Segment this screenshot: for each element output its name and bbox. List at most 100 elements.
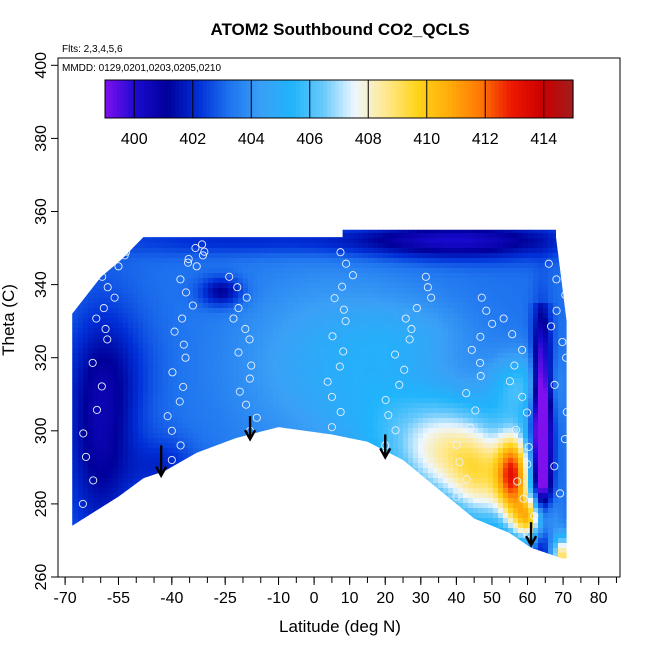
heatmap-cell	[338, 373, 344, 379]
heatmap-cell	[143, 258, 149, 264]
heatmap-cell	[268, 258, 274, 264]
heatmap-cell	[278, 323, 284, 329]
heatmap-cell	[483, 398, 489, 404]
heatmap-cell	[278, 453, 284, 459]
heatmap-cell	[368, 333, 374, 339]
heatmap-cell	[558, 293, 564, 299]
heatmap-cell	[493, 268, 499, 274]
heatmap-cell	[253, 443, 259, 449]
heatmap-cell	[72, 238, 74, 244]
heatmap-cell	[308, 278, 314, 284]
heatmap-cell	[528, 458, 534, 464]
heatmap-cell	[93, 353, 99, 359]
heatmap-cell	[283, 393, 289, 399]
heatmap-cell	[78, 238, 84, 244]
heatmap-cell	[288, 398, 294, 404]
heatmap-cell	[72, 428, 74, 434]
heatmap-cell	[228, 393, 234, 399]
heatmap-cell	[493, 398, 499, 404]
heatmap-cell	[293, 413, 299, 419]
heatmap-cell	[473, 328, 479, 334]
heatmap-cell	[393, 363, 399, 369]
heatmap-cell	[228, 328, 234, 334]
heatmap-cell	[458, 229, 464, 234]
heatmap-cell	[218, 358, 224, 364]
heatmap-cell	[253, 348, 259, 354]
heatmap-cell	[503, 368, 509, 374]
heatmap-cell	[213, 298, 219, 304]
heatmap-cell	[288, 333, 294, 339]
heatmap-cell	[128, 283, 134, 289]
heatmap-cell	[493, 358, 499, 364]
heatmap-cell	[143, 363, 149, 369]
heatmap-cell	[153, 448, 159, 454]
colorbar-swatch	[284, 80, 289, 118]
heatmap-cell	[408, 378, 414, 384]
heatmap-cell	[298, 263, 304, 269]
heatmap-cell	[243, 363, 249, 369]
heatmap-cell	[388, 338, 394, 344]
heatmap-cell	[113, 293, 119, 299]
heatmap-cell	[198, 463, 204, 469]
heatmap-cell	[168, 438, 174, 444]
heatmap-cell	[238, 363, 244, 369]
heatmap-cell	[378, 333, 384, 339]
heatmap-cell	[318, 383, 324, 389]
heatmap-cell	[253, 229, 259, 234]
heatmap-cell	[233, 338, 239, 344]
heatmap-cell	[78, 273, 84, 279]
heatmap-cell	[463, 258, 469, 264]
heatmap-cell	[73, 423, 79, 429]
heatmap-cell	[148, 298, 154, 304]
heatmap-cell	[508, 438, 514, 444]
heatmap-cell	[273, 353, 279, 359]
heatmap-cell	[343, 229, 349, 234]
heatmap-cell	[438, 348, 444, 354]
heatmap-cell	[158, 368, 164, 374]
heatmap-cell	[178, 338, 184, 344]
heatmap-cell	[493, 378, 499, 384]
heatmap-cell	[178, 323, 184, 329]
heatmap-cell	[158, 363, 164, 369]
heatmap-cell	[468, 458, 474, 464]
heatmap-cell	[138, 318, 144, 324]
heatmap-cell	[483, 408, 489, 414]
heatmap-cell	[378, 268, 384, 274]
heatmap-cell	[448, 343, 454, 349]
heatmap-cell	[193, 353, 199, 359]
colorbar-swatch	[545, 80, 551, 118]
heatmap-cell	[523, 418, 529, 424]
heatmap-cell	[233, 229, 239, 234]
heatmap-cell	[363, 413, 369, 419]
heatmap-cell	[113, 448, 119, 454]
heatmap-cell	[218, 373, 224, 379]
heatmap-cell	[428, 343, 434, 349]
heatmap-cell	[138, 428, 144, 434]
heatmap-cell	[298, 283, 304, 289]
heatmap-cell	[238, 278, 244, 284]
heatmap-cell	[388, 293, 394, 299]
heatmap-cell	[93, 368, 99, 374]
heatmap-cell	[188, 463, 194, 469]
heatmap-cell	[363, 358, 369, 364]
heatmap-cell	[98, 458, 104, 464]
heatmap-cell	[98, 333, 104, 339]
heatmap-cell	[503, 378, 509, 384]
heatmap-cell	[423, 458, 429, 464]
heatmap-cell	[188, 373, 194, 379]
heatmap-cell	[308, 363, 314, 369]
heatmap-cell	[393, 393, 399, 399]
heatmap-cell	[143, 408, 149, 414]
heatmap-cell	[488, 423, 494, 429]
heatmap-cell	[503, 423, 509, 429]
heatmap-cell	[398, 393, 404, 399]
heatmap-cell	[503, 403, 509, 409]
heatmap-cell	[313, 413, 319, 419]
heatmap-cell	[113, 263, 119, 269]
heatmap-cell	[228, 238, 234, 244]
heatmap-cell	[563, 268, 567, 274]
heatmap-cell	[503, 458, 509, 464]
heatmap-cell	[373, 373, 379, 379]
heatmap-cell	[408, 413, 414, 419]
heatmap-cell	[353, 408, 359, 414]
